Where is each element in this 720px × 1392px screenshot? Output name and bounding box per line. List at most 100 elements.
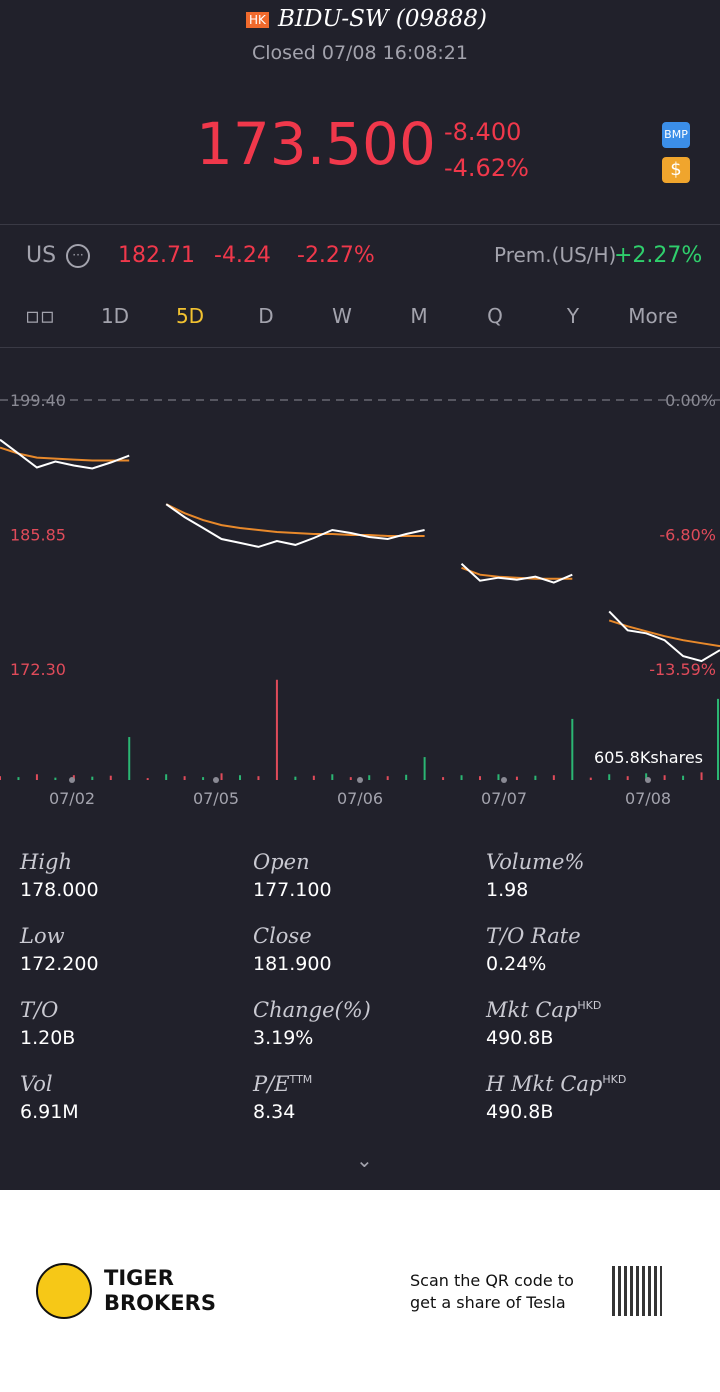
stat-value: 178.000: [20, 879, 99, 901]
market-badge: HK: [246, 12, 269, 28]
volume-bar: [91, 776, 94, 780]
date-dot: [645, 777, 651, 783]
stat-label: T/O Rate: [486, 924, 581, 948]
volume-bar: [220, 773, 223, 780]
volume-bar: [128, 737, 131, 780]
date-dot: [69, 777, 75, 783]
volume-bar: [589, 777, 592, 780]
volume-bar: [275, 679, 278, 780]
us-price: 182.71: [118, 243, 195, 268]
tab[interactable]: D: [258, 304, 274, 328]
volume-bar: [534, 775, 537, 780]
volume-bar: [497, 774, 500, 780]
tab[interactable]: 1D: [100, 304, 130, 328]
volume-label: 605.8Kshares: [594, 748, 703, 767]
stat-label: Change(%): [253, 998, 371, 1022]
y2-tick-label: -6.80%: [659, 526, 716, 545]
divider: [0, 347, 720, 348]
brand-line1: TIGER: [104, 1266, 174, 1290]
us-more[interactable]: ···: [66, 244, 90, 268]
tab[interactable]: More: [628, 304, 678, 328]
volume-bar: [700, 772, 703, 780]
stat-value: 181.900: [253, 953, 332, 975]
tiger-logo: [36, 1263, 92, 1319]
volume-bar: [183, 776, 186, 780]
qr-line2: get a share of Tesla: [410, 1293, 566, 1312]
stat-sup: TTM: [289, 1073, 313, 1086]
tab[interactable]: Y: [566, 304, 580, 328]
footer: [0, 1190, 720, 1392]
tab[interactable]: W: [332, 304, 352, 328]
volume-bar: [146, 778, 149, 780]
volume-bar: [645, 773, 648, 780]
stat-value: 490.8B: [486, 1101, 554, 1123]
symbol: BIDU-SW (09888): [278, 6, 487, 32]
volume-bar: [368, 775, 371, 780]
stat-value: 1.98: [486, 879, 529, 901]
tab[interactable]: M: [410, 304, 428, 328]
us-label: US: [26, 243, 57, 268]
stat-label: Volume%: [486, 850, 585, 874]
volume-bar: [202, 777, 205, 780]
stat-value: 6.91M: [20, 1101, 79, 1123]
stat-label: High: [20, 850, 72, 874]
prem-value: +2.27%: [614, 243, 703, 268]
stat-label: T/O: [20, 998, 59, 1022]
price-line: [0, 438, 720, 663]
stat-value: 8.34: [253, 1101, 296, 1123]
y2-tick-label: 0.00%: [665, 391, 716, 410]
stat-label: Close: [253, 924, 312, 948]
date-dot: [213, 777, 219, 783]
x-tick-label: 07/05: [193, 789, 239, 808]
layout-icon[interactable]: ▫▫: [25, 304, 55, 329]
stat-value: 0.24%: [486, 953, 547, 975]
stat-value: 172.200: [20, 953, 99, 975]
volume-bar: [0, 776, 1, 780]
us-change-pct: -2.27%: [297, 243, 375, 268]
volume-bar: [460, 775, 463, 780]
tab[interactable]: Q: [487, 304, 503, 328]
volume-bar: [515, 776, 518, 780]
stat-label: Low: [20, 924, 65, 948]
volume-bar: [682, 775, 685, 780]
stat-sup: HKD: [577, 999, 602, 1012]
stat-label: Mkt CapHKD: [486, 998, 602, 1022]
x-tick-label: 07/06: [337, 789, 383, 808]
expand-chevron[interactable]: ⌄: [356, 1148, 373, 1172]
volume-bar: [54, 777, 57, 780]
stat-label: Open: [253, 850, 310, 874]
y2-tick-label: -13.59%: [649, 660, 716, 679]
stat-value: 3.19%: [253, 1027, 314, 1049]
stat-label: P/ETTM: [253, 1072, 313, 1096]
stat-value: 490.8B: [486, 1027, 554, 1049]
divider: [0, 224, 720, 225]
y-tick-label: 172.30: [10, 660, 66, 679]
tab[interactable]: 5D: [175, 304, 205, 328]
volume-bar: [109, 775, 112, 780]
stat-label: Vol: [20, 1072, 53, 1096]
x-tick-label: 07/02: [49, 789, 95, 808]
x-tick-label: 07/07: [481, 789, 527, 808]
brand-line2: BROKERS: [104, 1291, 216, 1315]
bmp-icon[interactable]: BMP: [662, 122, 690, 148]
volume-bar: [386, 776, 389, 780]
volume-bar: [294, 776, 297, 780]
y-tick-label: 185.85: [10, 526, 66, 545]
x-tick-label: 07/08: [625, 789, 671, 808]
qr-line1: Scan the QR code to: [410, 1271, 574, 1290]
stat-value: 177.100: [253, 879, 332, 901]
volume-bar: [608, 774, 611, 780]
volume-bar: [405, 774, 408, 780]
volume-bar: [72, 775, 75, 780]
volume-bar: [717, 698, 719, 780]
y-tick-label: 199.40: [10, 391, 66, 410]
date-dot: [501, 777, 507, 783]
change-pct: -4.62%: [444, 154, 529, 182]
volume-bar: [571, 718, 574, 780]
qr-code: [612, 1266, 662, 1316]
dollar-icon[interactable]: $: [662, 157, 690, 183]
change: -8.400: [444, 118, 522, 146]
volume-bar: [663, 775, 666, 780]
price: 173.500: [196, 110, 436, 178]
